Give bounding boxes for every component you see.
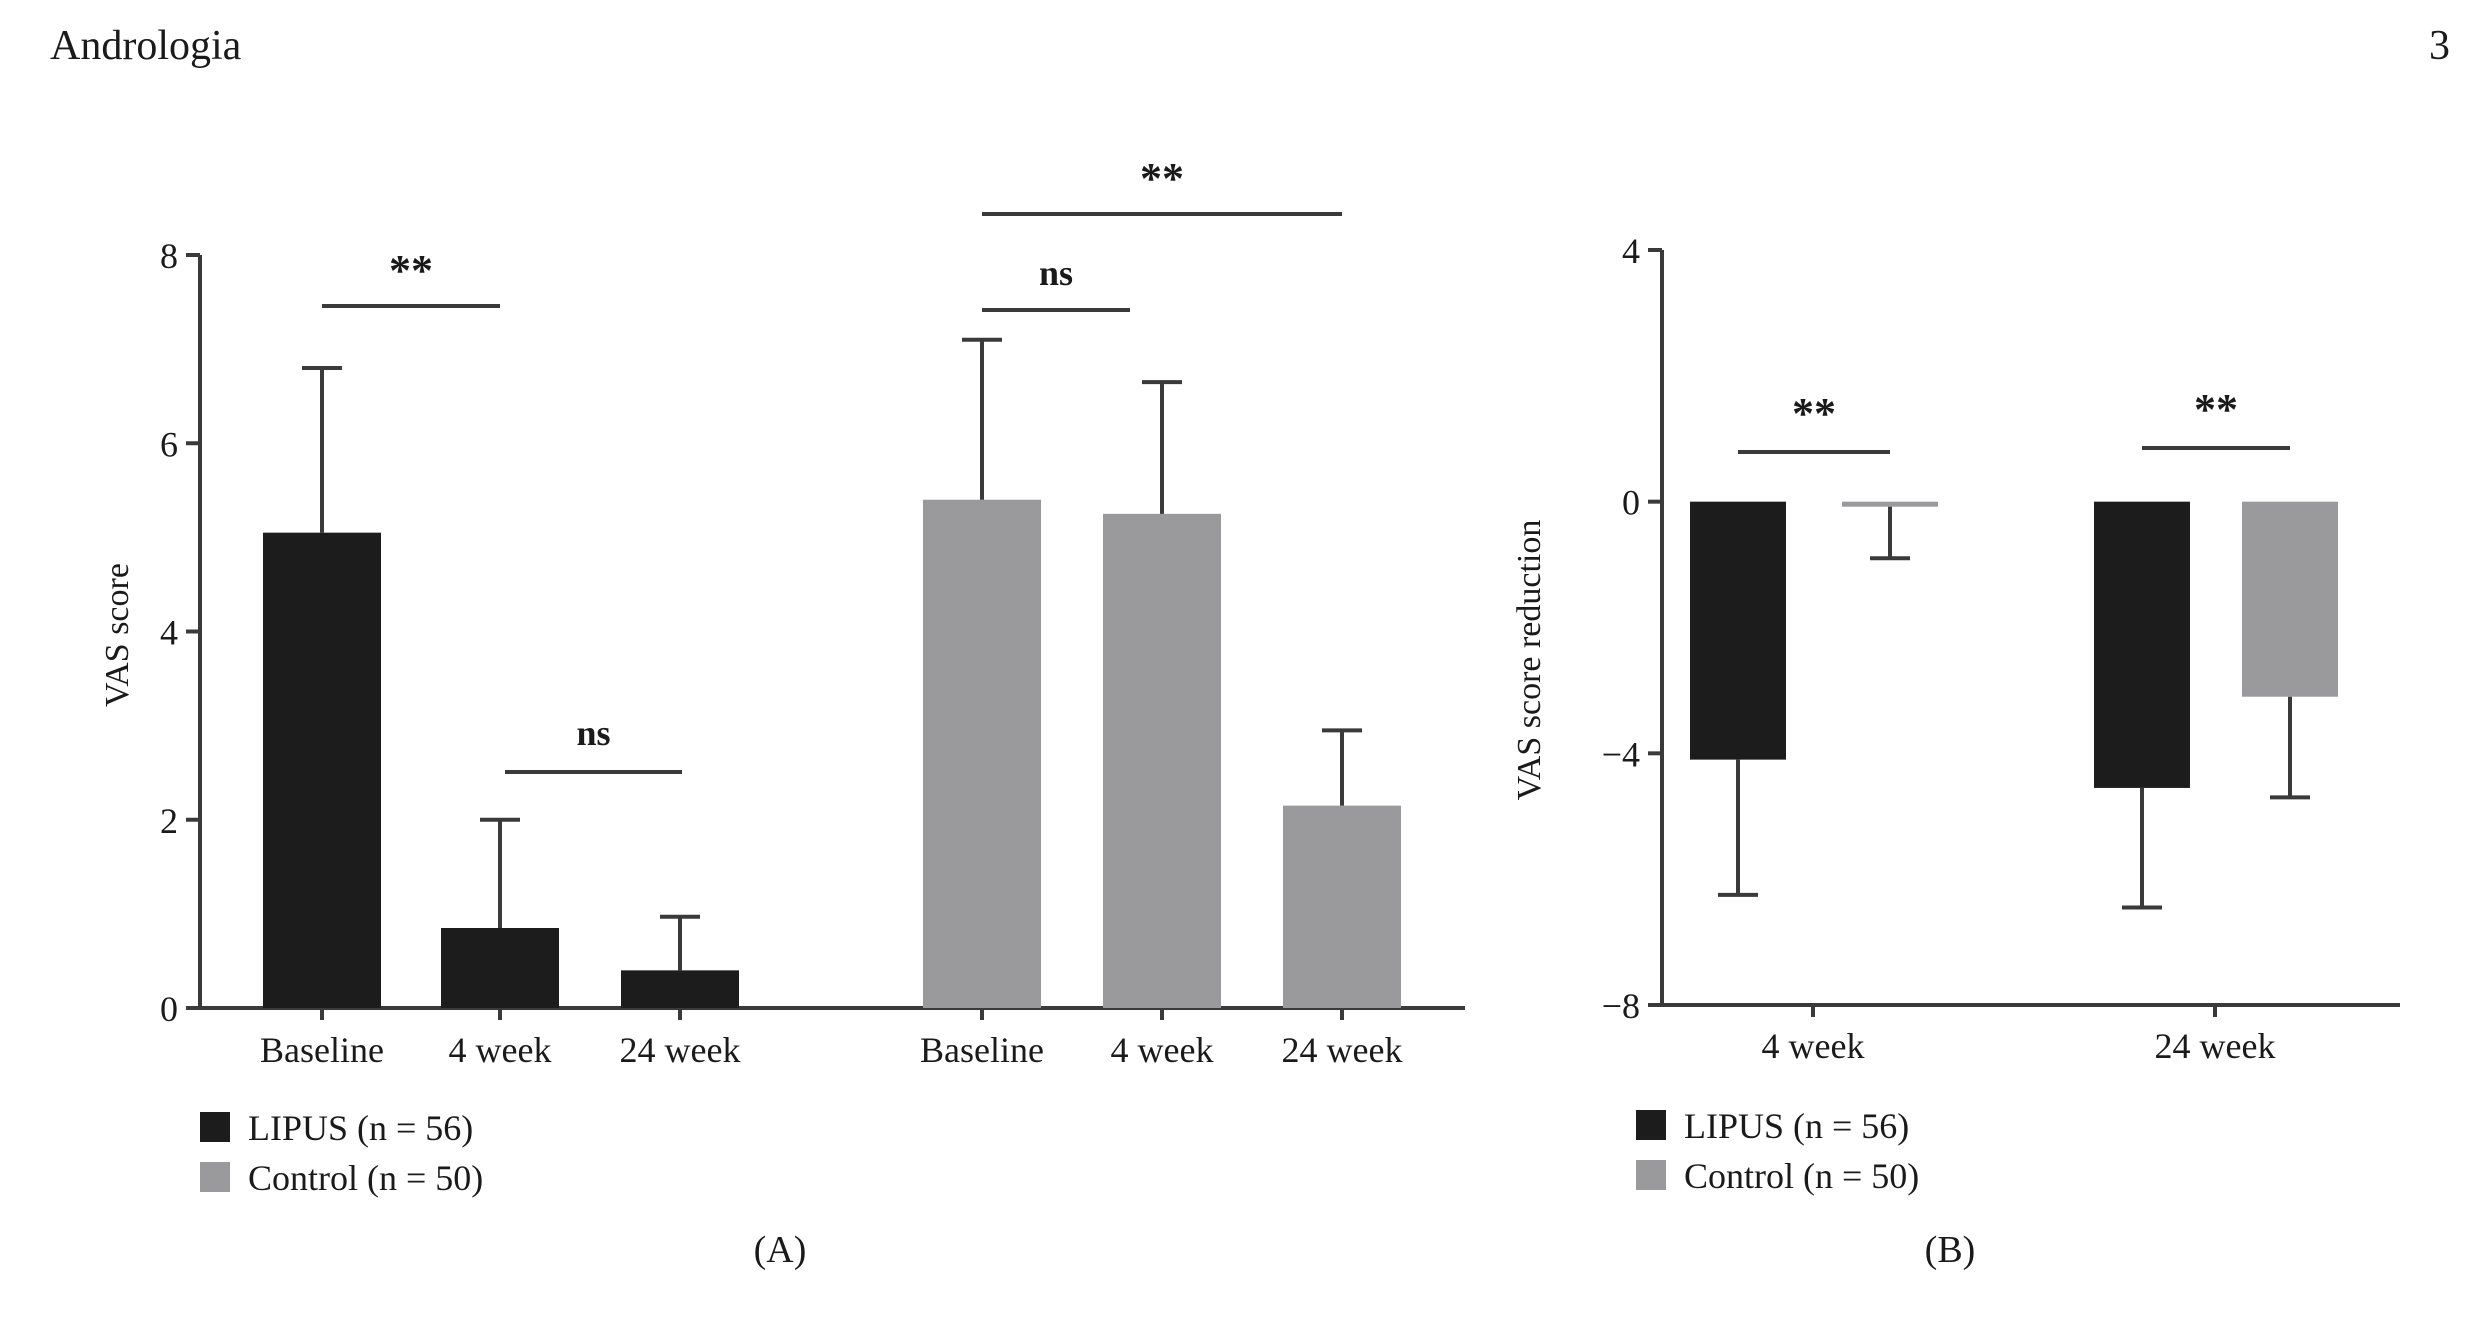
bar [621, 970, 739, 1008]
x-tick-label-a: 24 week [1282, 1030, 1403, 1070]
legend-label-control-b: Control (n = 50) [1684, 1156, 1919, 1196]
bar [2094, 501, 2190, 788]
y-tick-label-a: 0 [160, 989, 178, 1029]
legend-label-control-a: Control (n = 50) [248, 1158, 483, 1198]
significance-label-a: ** [1140, 154, 1184, 203]
x-tick-label-b: 24 week [2155, 1026, 2276, 1066]
y-tick-label-b: −4 [1602, 734, 1640, 774]
bar [1283, 805, 1401, 1008]
significance-label-b: ** [1792, 389, 1836, 438]
x-tick-label-a: 4 week [449, 1030, 552, 1070]
legend-label-lipus-b: LIPUS (n = 56) [1684, 1106, 1909, 1146]
y-tick-label-a: 2 [160, 801, 178, 841]
bar [263, 532, 381, 1008]
y-tick-label-a: 8 [160, 236, 178, 276]
significance-label-a: ns [576, 713, 610, 753]
y-tick-label-b: −8 [1602, 986, 1640, 1026]
bar [1103, 513, 1221, 1008]
page-number: 3 [2429, 23, 2450, 69]
bar [441, 927, 559, 1008]
y-axis-label-a: VAS score [99, 563, 136, 707]
bar [2242, 501, 2338, 697]
legend-label-lipus-a: LIPUS (n = 56) [248, 1108, 473, 1148]
x-tick-label-b: 4 week [1762, 1026, 1865, 1066]
x-tick-label-a: 24 week [620, 1030, 741, 1070]
panel-label-b: (B) [1925, 1229, 1976, 1271]
y-axis-label-b: VAS score reduction [1511, 520, 1548, 801]
x-tick-label-a: Baseline [920, 1030, 1044, 1070]
bar [923, 499, 1041, 1008]
panel-label-a: (A) [754, 1229, 807, 1271]
journal-title: Andrologia [50, 23, 242, 69]
x-tick-label-a: 4 week [1111, 1030, 1214, 1070]
legend-swatch-control-b [1636, 1160, 1666, 1190]
bar [1842, 501, 1938, 507]
y-tick-label-a: 6 [160, 424, 178, 464]
bar [1690, 501, 1786, 760]
legend-swatch-control-a [200, 1162, 230, 1192]
significance-label-a: ** [389, 246, 433, 295]
significance-label-a: ns [1039, 253, 1073, 293]
legend-swatch-lipus-b [1636, 1110, 1666, 1140]
y-tick-label-a: 4 [160, 613, 178, 653]
x-tick-label-a: Baseline [260, 1030, 384, 1070]
significance-label-b: ** [2194, 385, 2238, 434]
y-tick-label-b: 0 [1622, 483, 1640, 523]
legend-swatch-lipus-a [200, 1112, 230, 1142]
y-tick-label-b: 4 [1622, 231, 1640, 271]
